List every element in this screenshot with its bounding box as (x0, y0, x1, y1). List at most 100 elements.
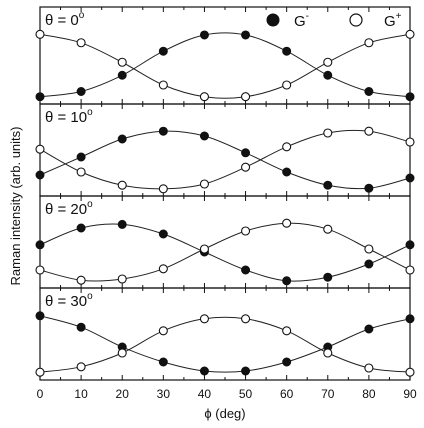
data-point-g-plus (241, 226, 251, 236)
data-point-g-plus (199, 314, 209, 324)
data-point-g-plus (199, 92, 209, 102)
data-point-g-plus (405, 265, 415, 275)
panel-2: θ = 20o (35, 195, 415, 289)
data-point-g-plus (35, 367, 45, 377)
data-point-g-plus (405, 29, 415, 39)
data-point-g-minus (117, 134, 127, 144)
legend-marker-g-minus (266, 13, 280, 27)
x-tick-label: 80 (362, 387, 376, 401)
data-point-g-plus (323, 224, 333, 234)
x-axis-label: ϕ (deg) (204, 406, 245, 421)
y-axis-label: Raman intensity (arb. units) (8, 127, 23, 286)
legend-marker-g-plus (349, 13, 363, 27)
data-point-g-minus (241, 30, 251, 40)
data-point-g-minus (117, 70, 127, 80)
x-tick-label: 30 (157, 387, 171, 401)
data-point-g-minus (199, 131, 209, 141)
data-point-g-minus (282, 167, 292, 177)
data-point-g-plus (323, 128, 333, 138)
x-tick-label: 60 (280, 387, 294, 401)
data-point-g-minus (35, 311, 45, 321)
legend: G- G+ (266, 11, 402, 30)
data-point-g-minus (158, 126, 168, 136)
data-point-g-plus (364, 244, 374, 254)
data-point-g-minus (241, 265, 251, 275)
data-point-g-plus (199, 244, 209, 254)
data-point-g-minus (35, 170, 45, 180)
legend-label-g-plus: G+ (384, 11, 402, 30)
data-point-g-plus (117, 348, 127, 358)
data-point-g-plus (158, 80, 168, 90)
panel-3: θ = 30o (35, 287, 415, 381)
data-point-g-plus (117, 57, 127, 67)
series-line-g-plus (39, 222, 411, 282)
data-point-g-plus (35, 144, 45, 154)
data-point-g-plus (158, 264, 168, 274)
series-line-g-plus (39, 316, 411, 373)
data-point-g-minus (282, 357, 292, 367)
series-line-g-minus (39, 32, 411, 98)
data-point-g-plus (405, 137, 415, 147)
series-line-g-plus (39, 33, 411, 99)
x-tick-label: 10 (74, 387, 88, 401)
series-line-g-minus (39, 223, 411, 282)
data-point-g-minus (405, 240, 415, 250)
data-point-g-minus (323, 180, 333, 190)
data-point-g-minus (117, 219, 127, 229)
panel-title: θ = 0o (45, 10, 85, 29)
data-point-g-minus (76, 223, 86, 233)
data-point-g-minus (76, 322, 86, 332)
data-point-g-minus (199, 366, 209, 376)
data-point-g-plus (76, 38, 86, 48)
data-point-g-minus (76, 152, 86, 162)
data-point-g-plus (364, 126, 374, 136)
panel-frame (39, 195, 411, 289)
data-point-g-plus (323, 348, 333, 358)
data-point-g-minus (364, 324, 374, 334)
data-point-g-plus (241, 314, 251, 324)
data-point-g-minus (199, 30, 209, 40)
series-line-g-minus (39, 315, 411, 373)
panel-title: θ = 10o (45, 107, 93, 126)
data-point-g-minus (405, 173, 415, 183)
data-point-g-minus (158, 357, 168, 367)
data-point-g-plus (282, 142, 292, 152)
x-tick-labels: 0 10 20 30 40 50 60 70 80 90 (37, 387, 417, 401)
data-point-g-minus (405, 314, 415, 324)
data-point-g-minus (364, 183, 374, 193)
data-point-g-minus (76, 87, 86, 96)
panel-1: θ = 10o (35, 103, 415, 197)
x-tick-label: 40 (198, 387, 212, 401)
data-point-g-plus (76, 167, 86, 177)
data-point-g-minus (241, 366, 251, 376)
data-point-g-minus (405, 92, 415, 102)
data-point-g-plus (323, 57, 333, 67)
data-point-g-plus (76, 362, 86, 372)
series-line-g-minus (39, 130, 411, 190)
data-point-g-minus (364, 87, 374, 96)
data-point-g-plus (405, 367, 415, 377)
data-point-g-plus (117, 274, 127, 284)
data-point-g-minus (364, 259, 374, 269)
data-point-g-minus (158, 46, 168, 56)
x-tick-label: 0 (37, 387, 44, 401)
data-point-g-minus (158, 229, 168, 239)
panel-title: θ = 20o (45, 199, 93, 218)
data-point-g-plus (282, 326, 292, 336)
data-point-g-minus (282, 276, 292, 286)
x-tick-label: 90 (403, 387, 417, 401)
data-point-g-plus (364, 363, 374, 373)
legend-label-g-minus: G- (294, 11, 309, 30)
x-tick-label: 20 (116, 387, 130, 401)
data-point-g-minus (282, 46, 292, 56)
data-point-g-plus (241, 162, 251, 172)
data-point-g-plus (35, 265, 45, 275)
panel-title: θ = 30o (45, 291, 93, 310)
data-point-g-plus (35, 29, 45, 39)
x-tick-label: 50 (239, 387, 253, 401)
data-point-g-minus (35, 240, 45, 250)
data-point-g-plus (241, 92, 251, 102)
data-point-g-plus (282, 218, 292, 228)
data-point-g-plus (282, 80, 292, 90)
